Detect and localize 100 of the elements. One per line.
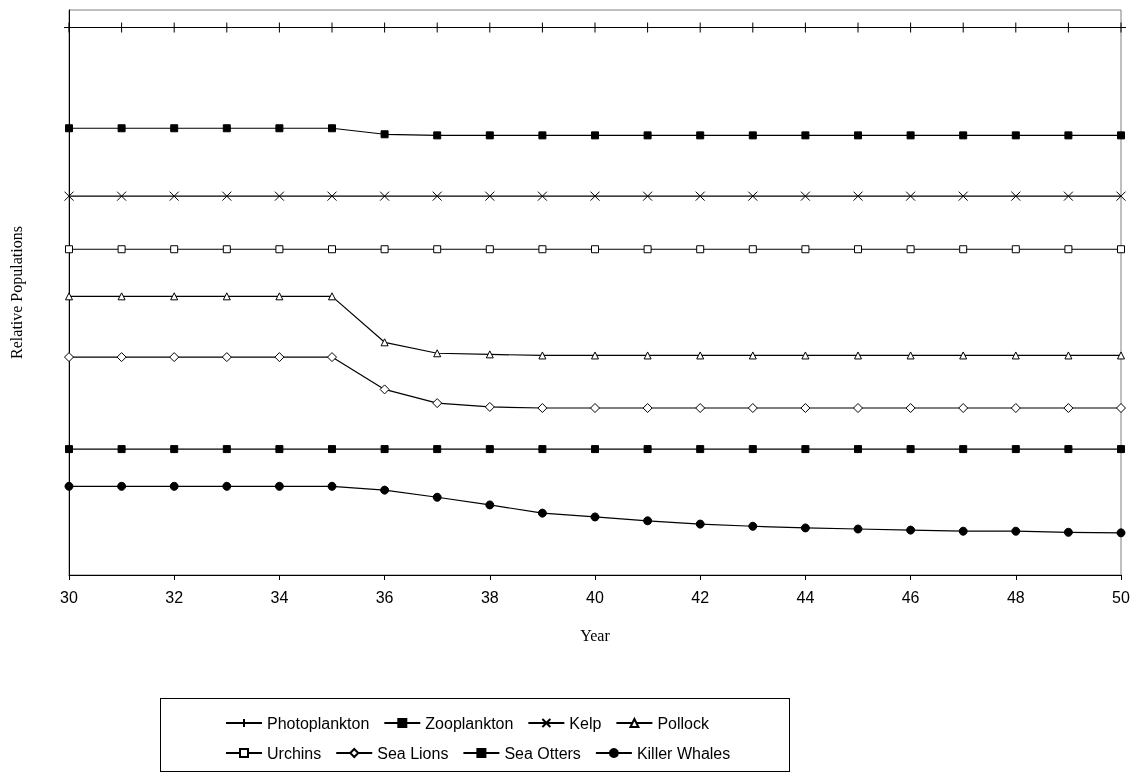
point (905, 191, 916, 202)
point (748, 351, 757, 360)
point (327, 352, 337, 363)
point (1116, 403, 1126, 414)
point (1117, 445, 1125, 454)
x-tick-label: 32 (165, 588, 184, 606)
point (1010, 191, 1021, 202)
point (485, 500, 495, 510)
point (170, 292, 179, 301)
point (328, 245, 336, 254)
point (274, 481, 284, 491)
point (906, 131, 915, 140)
point (590, 191, 600, 202)
point (116, 191, 127, 202)
point (485, 245, 494, 254)
point (1064, 351, 1073, 360)
point (117, 245, 126, 254)
point (696, 351, 705, 360)
point (538, 351, 547, 360)
point (1063, 191, 1074, 202)
point (747, 191, 758, 202)
legend-label: Urchins (267, 744, 322, 762)
point (906, 351, 915, 360)
point (380, 445, 389, 454)
x-tick-label: 36 (375, 588, 394, 606)
point (854, 131, 862, 140)
point (65, 124, 73, 133)
point (275, 124, 284, 133)
point (1011, 245, 1020, 254)
point (537, 191, 548, 202)
point (800, 191, 811, 202)
point (485, 131, 494, 140)
point (537, 403, 548, 414)
point (643, 351, 652, 360)
point (117, 124, 126, 133)
point (1010, 403, 1021, 414)
point (1064, 131, 1073, 140)
point (1117, 131, 1125, 140)
x-tick-label: 34 (270, 588, 289, 606)
point (221, 191, 232, 202)
point (958, 403, 969, 414)
point (169, 352, 180, 363)
point (537, 508, 547, 518)
point (274, 352, 285, 363)
point (643, 516, 653, 526)
point (591, 245, 599, 254)
point (1011, 351, 1020, 360)
point (222, 445, 231, 454)
point (1011, 131, 1020, 140)
point (643, 445, 652, 454)
x-tick-label: 42 (691, 588, 710, 606)
point (432, 492, 442, 502)
point (748, 445, 757, 454)
point (748, 131, 757, 140)
point (801, 131, 810, 140)
point (65, 245, 73, 254)
point (643, 131, 652, 140)
point (64, 352, 74, 363)
point (1064, 445, 1073, 454)
point (275, 445, 284, 454)
point (484, 401, 495, 412)
point (747, 403, 758, 414)
point (327, 191, 337, 202)
point (696, 445, 705, 454)
point (222, 124, 231, 133)
x-tick-label: 44 (796, 588, 815, 606)
point (433, 445, 442, 454)
point (854, 445, 862, 454)
point (275, 292, 284, 301)
point (221, 352, 232, 363)
point (959, 131, 968, 140)
point (801, 245, 810, 254)
point (538, 131, 547, 140)
point (222, 481, 232, 491)
point (590, 512, 600, 522)
point (1063, 403, 1074, 414)
point (484, 191, 495, 202)
point (748, 521, 758, 531)
point (275, 245, 284, 254)
point (170, 445, 179, 454)
point (642, 403, 653, 414)
point (854, 245, 862, 254)
point (328, 445, 336, 454)
point (1117, 351, 1125, 360)
point (695, 519, 705, 529)
point (432, 191, 443, 202)
point (906, 245, 915, 254)
point (65, 445, 73, 454)
x-tick-label: 40 (586, 588, 604, 606)
point (959, 245, 968, 254)
point (958, 526, 968, 536)
point (433, 245, 442, 254)
point (170, 124, 179, 133)
point (432, 398, 443, 409)
point (695, 403, 706, 414)
point (853, 403, 863, 414)
point (591, 131, 599, 140)
point (222, 292, 231, 301)
point (65, 292, 73, 301)
legend-label: Photoplankton (267, 714, 370, 732)
